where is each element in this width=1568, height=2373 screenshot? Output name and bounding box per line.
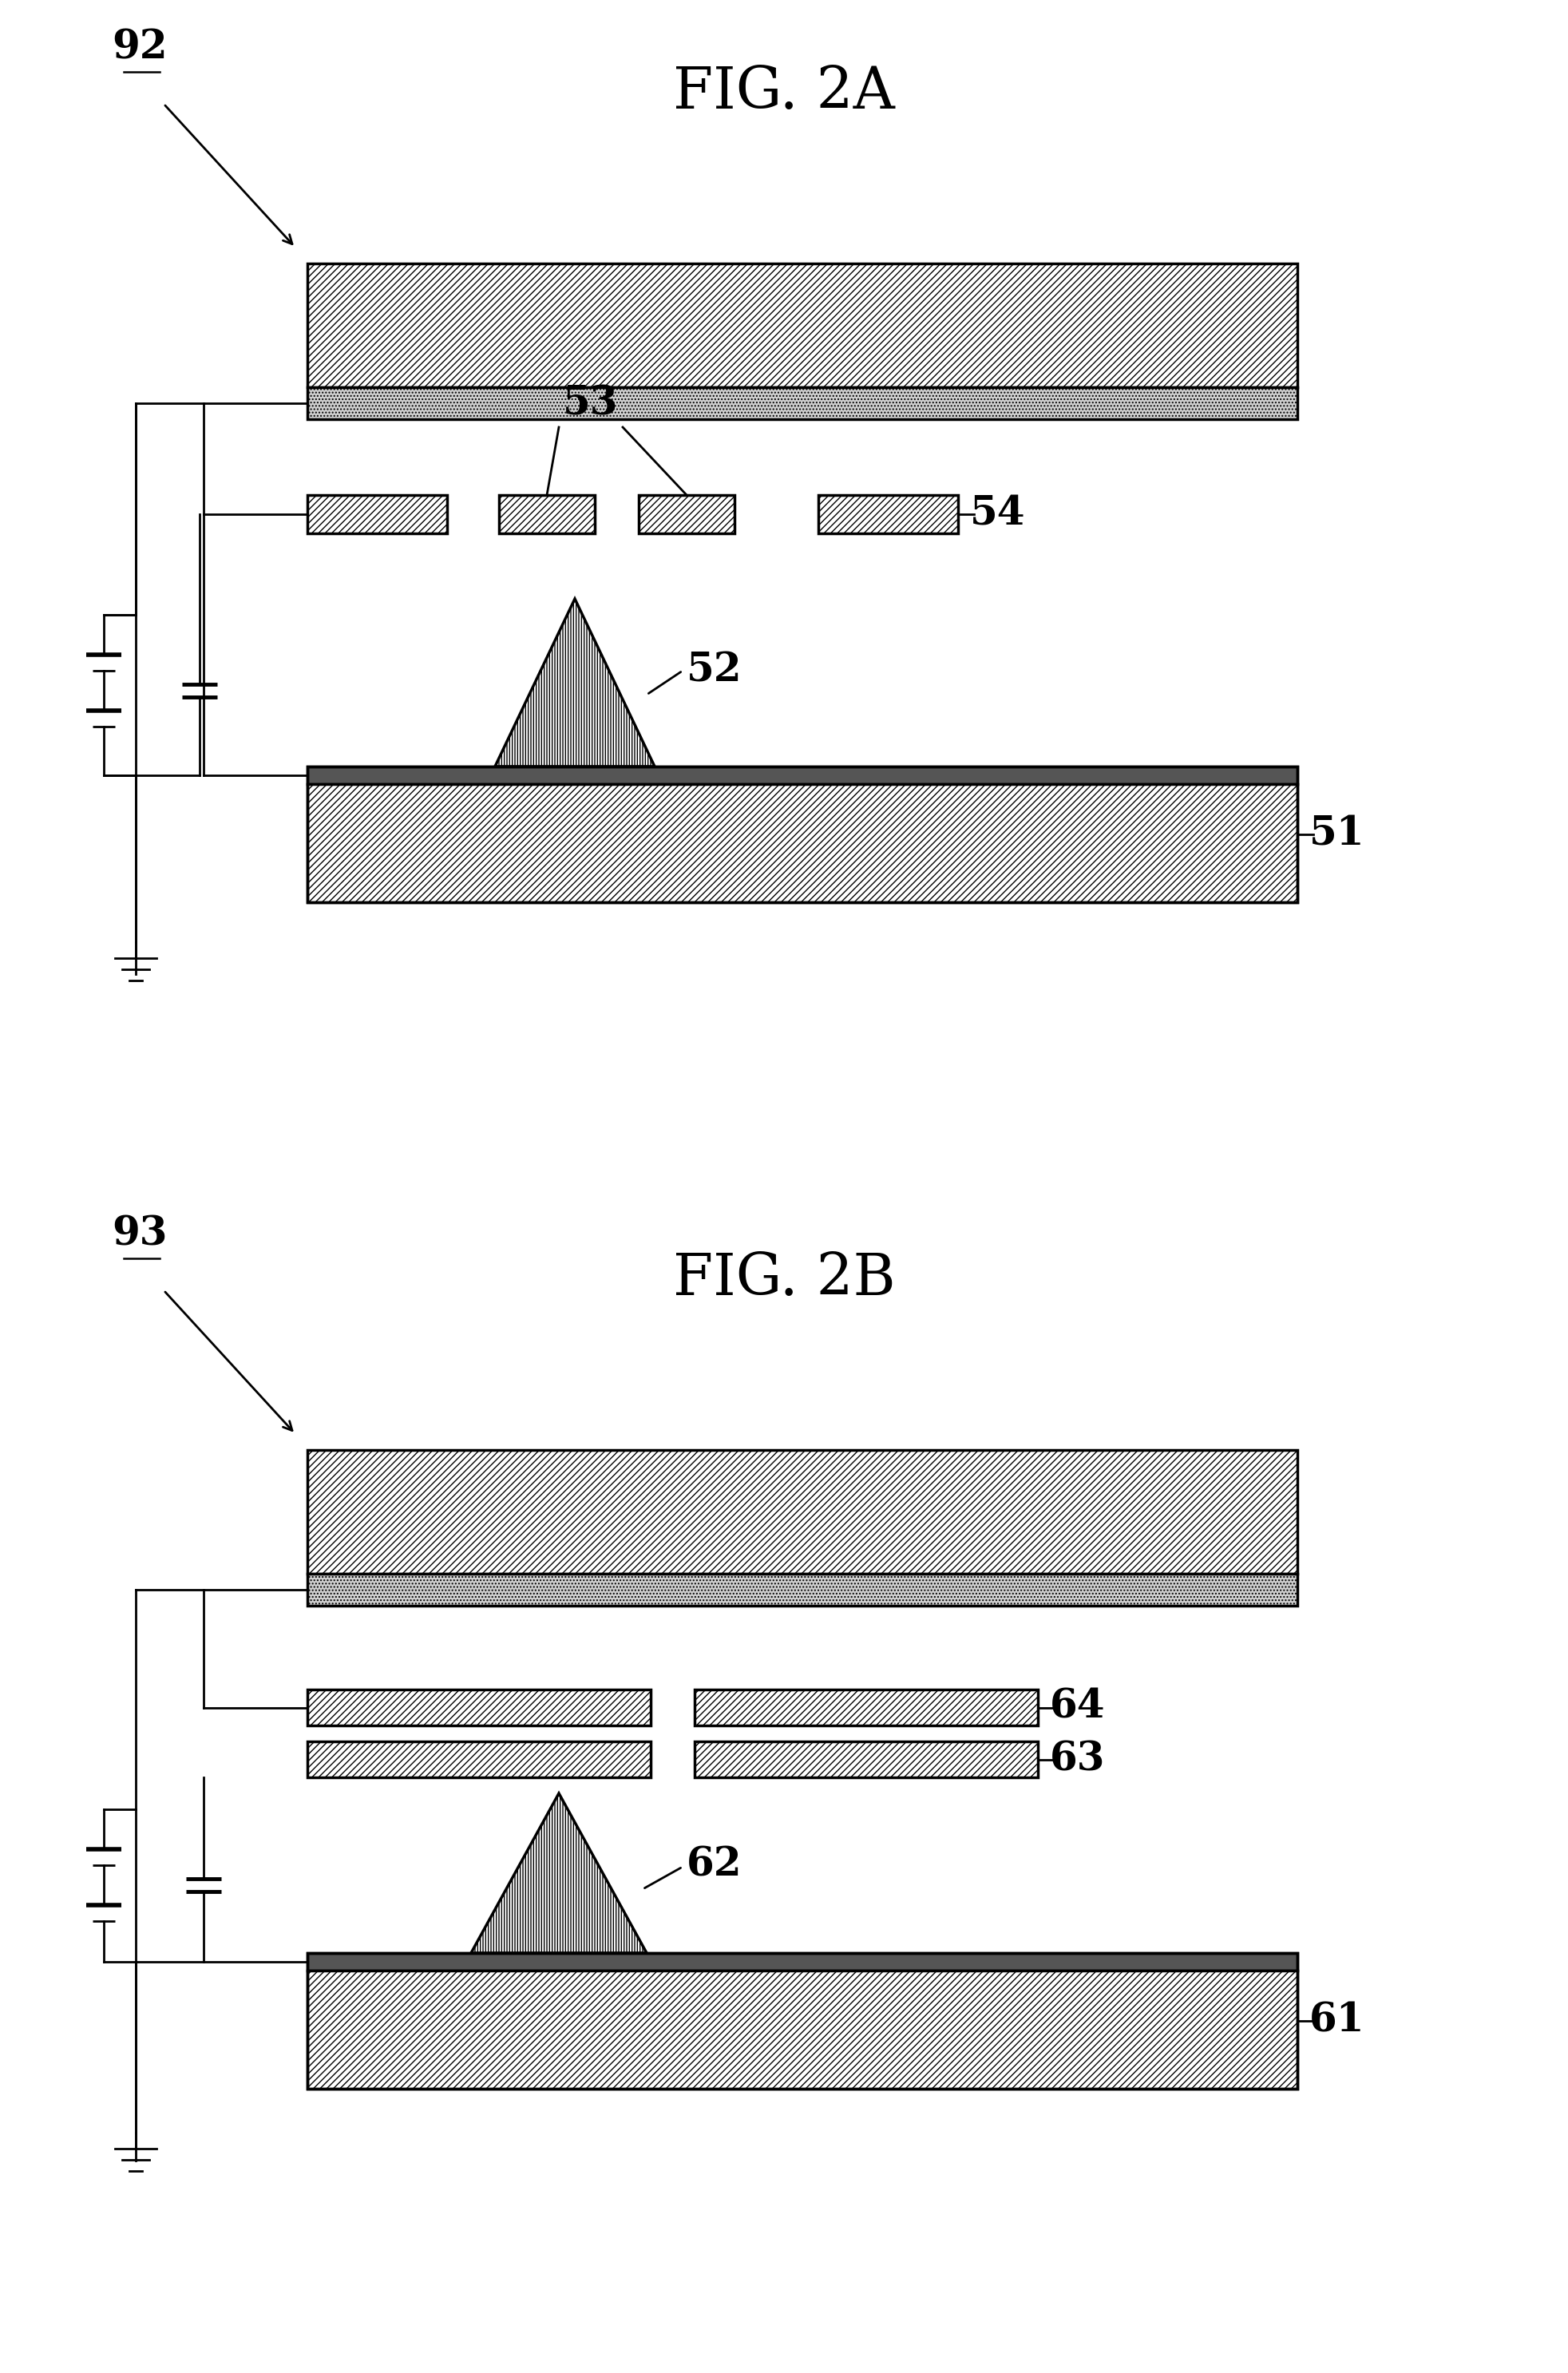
Bar [307, 1573, 1297, 1607]
Text: 52: 52 [687, 650, 742, 691]
Text: FIG. 2A: FIG. 2A [673, 64, 895, 121]
Text: 53: 53 [563, 384, 618, 422]
Bar [695, 1742, 1038, 1777]
Bar [307, 1450, 1297, 1573]
Text: 93: 93 [111, 1215, 168, 1255]
Bar [818, 496, 958, 534]
Text: 61: 61 [1309, 2000, 1364, 2041]
Bar [307, 387, 1297, 420]
Bar [307, 1953, 1297, 2088]
Bar [307, 766, 1297, 902]
Text: 64: 64 [1051, 1687, 1105, 1728]
Bar [307, 766, 1297, 783]
Bar [307, 1742, 651, 1777]
Bar [307, 1970, 1297, 2088]
Polygon shape [470, 1794, 646, 1953]
Polygon shape [495, 598, 655, 766]
Text: FIG. 2B: FIG. 2B [673, 1251, 895, 1308]
Bar [307, 263, 1297, 387]
Text: 51: 51 [1309, 814, 1364, 854]
Bar [695, 1690, 1038, 1725]
Bar [638, 496, 734, 534]
Bar [307, 783, 1297, 902]
Text: 54: 54 [971, 494, 1025, 534]
Bar [307, 1690, 651, 1725]
Bar [499, 496, 594, 534]
Text: 62: 62 [687, 1846, 742, 1884]
Text: 92: 92 [111, 28, 168, 69]
Bar [307, 496, 447, 534]
Text: 63: 63 [1051, 1739, 1105, 1780]
Bar [307, 1953, 1297, 1970]
